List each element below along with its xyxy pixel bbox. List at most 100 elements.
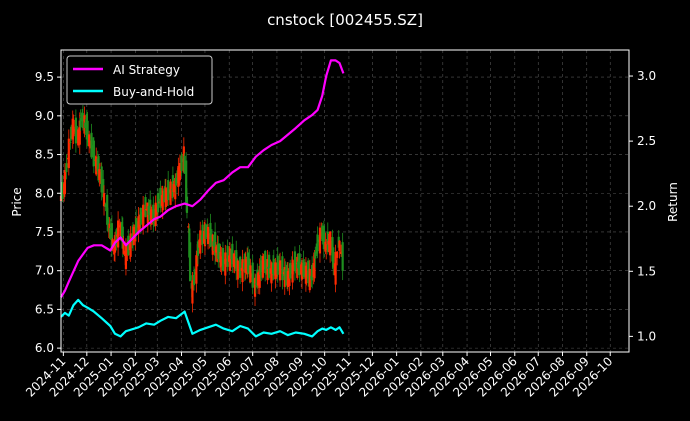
legend-label-ai-strategy: AI Strategy	[113, 63, 180, 77]
candle-body	[78, 120, 81, 145]
candle-body	[159, 187, 162, 208]
candle-body	[321, 225, 324, 241]
candle-body	[214, 246, 218, 253]
candle-body	[278, 260, 282, 281]
candle-body	[327, 241, 330, 245]
candle-body	[142, 205, 145, 229]
candle-body	[281, 256, 284, 281]
candle-body	[106, 194, 109, 225]
candle-body	[300, 262, 304, 280]
candle-body	[142, 209, 146, 216]
right-tick-label: 3.0	[637, 69, 656, 83]
candle-body	[303, 262, 306, 277]
candle-body	[169, 181, 172, 205]
right-tick-label: 1.0	[637, 329, 656, 343]
candle-body	[298, 253, 301, 276]
left-tick-label: 7.0	[35, 264, 54, 278]
candle-body	[104, 204, 107, 207]
legend-box	[66, 55, 213, 105]
candle-body	[70, 126, 73, 139]
candle-body	[139, 207, 142, 225]
left-tick-label: 7.5	[35, 225, 54, 239]
candle-body	[305, 270, 308, 279]
candle-body	[88, 134, 91, 147]
candle-body	[244, 259, 247, 274]
chart-title: cnstock [002455.SZ]	[267, 11, 423, 29]
candle-body	[174, 177, 177, 200]
candle-body	[119, 223, 122, 237]
candle-body	[251, 262, 254, 288]
candle-body	[329, 241, 333, 251]
candle-body	[253, 277, 257, 297]
candle-body	[201, 224, 204, 245]
candle-body	[274, 262, 277, 280]
candle-body	[86, 120, 89, 143]
candle-body	[74, 117, 77, 144]
candle-body	[308, 268, 311, 291]
candle-body	[191, 280, 194, 304]
plot-frame	[60, 49, 630, 353]
candle-body	[106, 216, 110, 225]
candle-body	[332, 247, 335, 268]
candle-body	[77, 129, 80, 146]
right-tick-label: 2.0	[637, 199, 656, 213]
candle-body	[196, 241, 200, 256]
candle-body	[209, 222, 212, 247]
candle-body	[339, 251, 343, 255]
candle-body	[172, 184, 175, 193]
candle-body	[231, 243, 234, 265]
candle-body	[113, 239, 117, 253]
candle-body	[266, 259, 269, 281]
candle-body	[254, 283, 257, 285]
candle-body	[102, 178, 105, 198]
candle-body	[192, 274, 196, 286]
right-tick-label: 1.5	[637, 264, 656, 278]
candle-body	[81, 113, 85, 122]
candle-body	[260, 260, 263, 272]
candle-body	[124, 244, 128, 270]
candle-body	[181, 158, 184, 162]
candle-body	[174, 177, 178, 186]
candle-body	[233, 256, 236, 269]
candle-body	[187, 226, 190, 228]
grid	[61, 50, 629, 352]
candle-body	[313, 252, 316, 279]
candle-body	[137, 216, 140, 234]
candle-body	[318, 227, 322, 254]
candle-body	[92, 140, 95, 167]
candle-body	[307, 260, 310, 284]
candle-body	[262, 260, 265, 270]
candle-body	[102, 193, 106, 207]
candle-body	[183, 155, 186, 174]
candle-body	[109, 228, 112, 239]
left-tick-label: 6.0	[35, 341, 54, 355]
candle-body	[228, 248, 232, 271]
candle-body	[341, 242, 344, 271]
candle-body	[156, 193, 160, 213]
candle-body	[204, 224, 207, 240]
candle-body	[246, 252, 250, 273]
right-tick-label: 2.5	[637, 134, 656, 148]
candle-body	[63, 170, 67, 195]
candle-body	[154, 202, 157, 226]
candle-body	[177, 166, 180, 187]
candle-body	[121, 226, 124, 249]
candle-body	[292, 263, 295, 271]
candle-body	[110, 223, 113, 248]
candle-body	[196, 253, 199, 267]
series-lines	[60, 59, 345, 338]
candle-body	[206, 226, 210, 245]
legend: AI Strategy Buy-and-Hold	[66, 55, 213, 105]
candle-body	[239, 256, 242, 278]
candle-body	[268, 254, 271, 278]
candle-body	[325, 243, 328, 251]
candle-body	[336, 251, 339, 258]
left-tick-label: 8.5	[35, 148, 54, 162]
candle-body	[144, 197, 147, 218]
candle-body	[264, 250, 267, 274]
candle-body	[236, 260, 239, 280]
candle-body	[338, 240, 341, 252]
right-axis-label: Return	[666, 182, 680, 222]
candle-body	[164, 187, 167, 208]
candle-body	[185, 160, 188, 203]
